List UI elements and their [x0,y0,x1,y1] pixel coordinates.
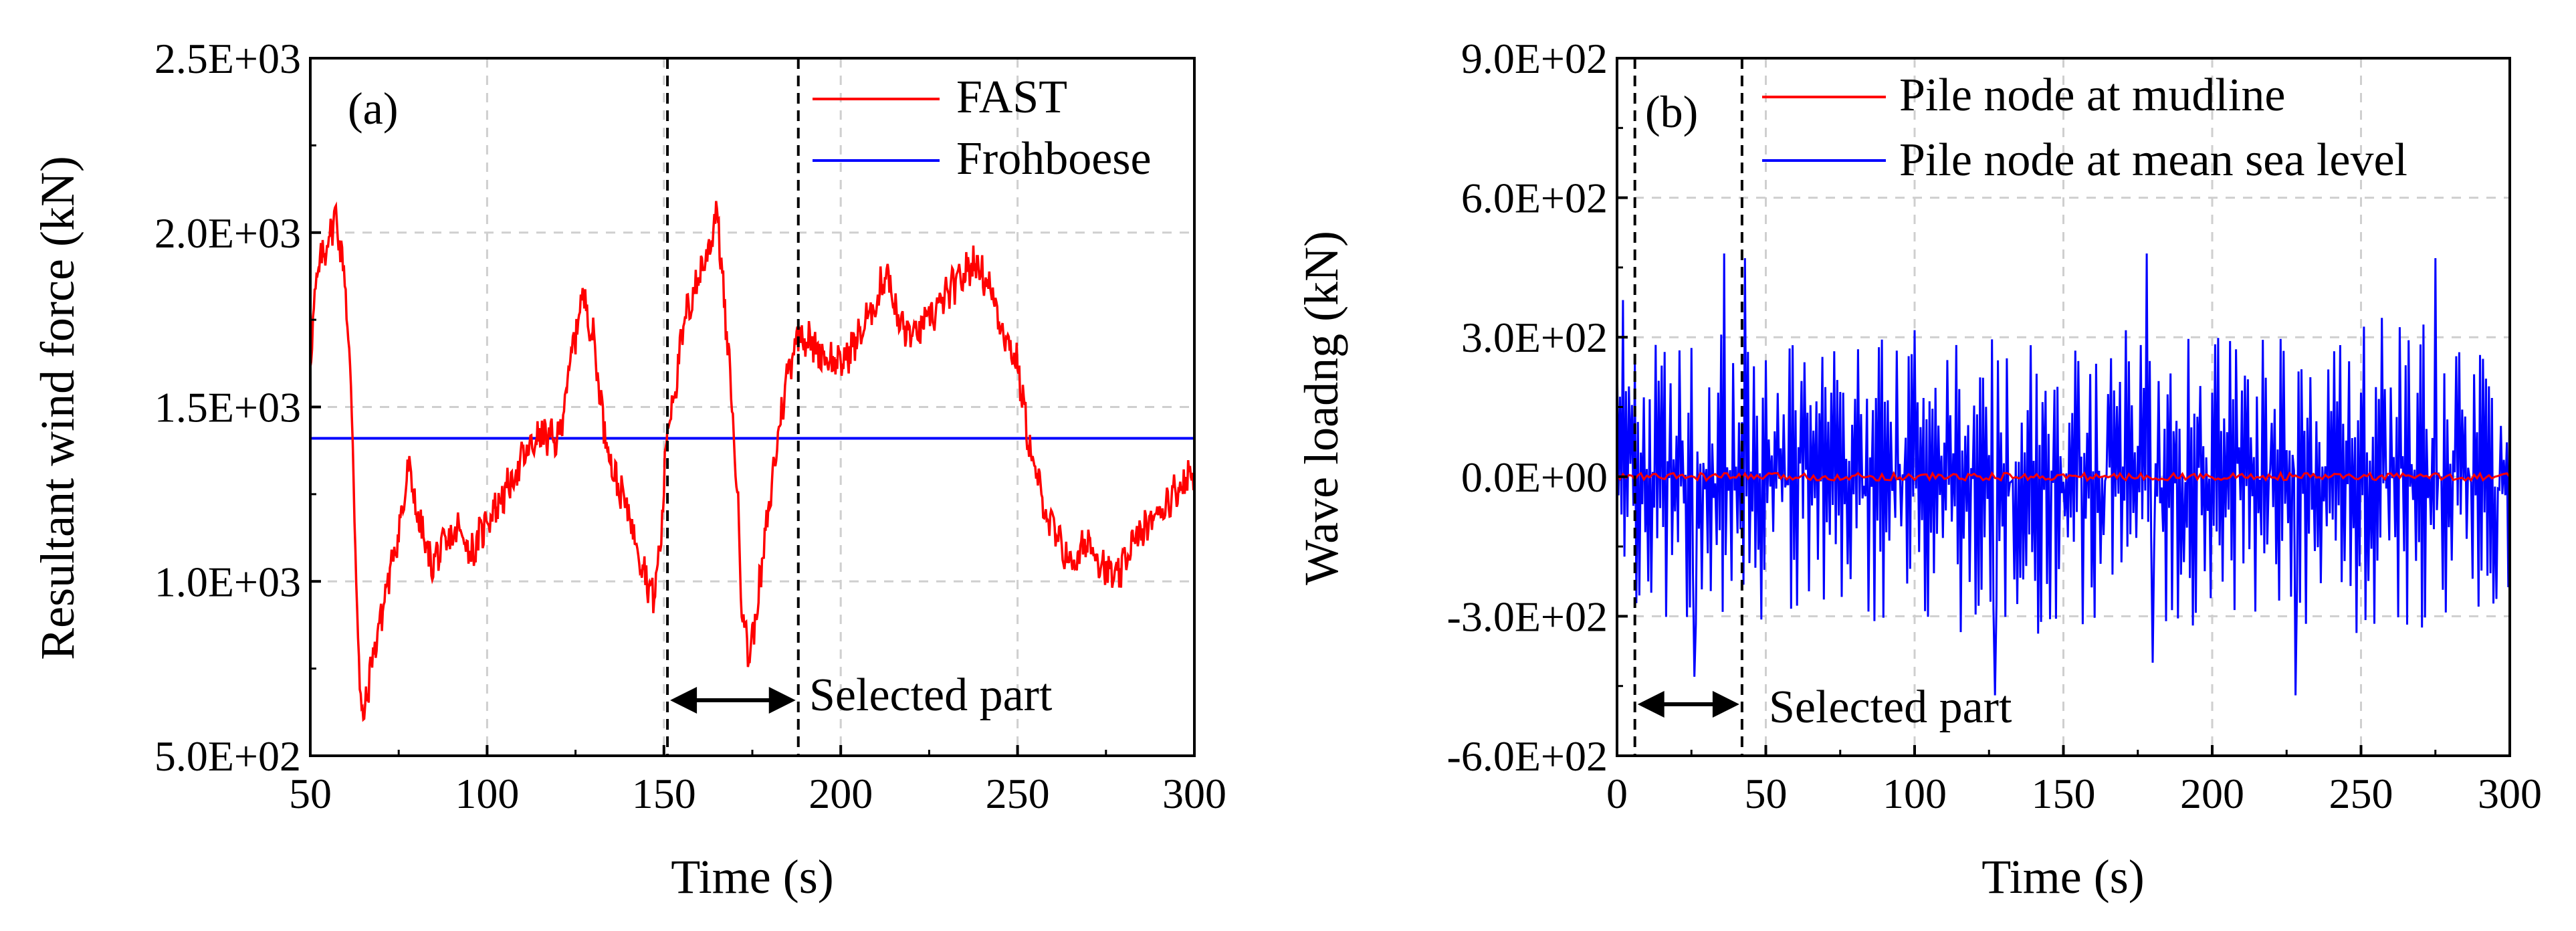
legend-label-frohboese: Frohboese [956,133,1152,185]
y-tick-label: 5.0E+02 [154,732,301,780]
y-axis-title-a: Resultant wind force (kN) [31,156,84,660]
y-tick-label: 2.0E+03 [154,209,301,257]
x-axis-a: 50 100 150 200 250 300 [289,745,1226,817]
y-tick-label: -6.0E+02 [1447,732,1608,780]
y-tick-label: 2.5E+03 [154,35,301,82]
y-tick-label: 9.0E+02 [1461,35,1608,82]
x-tick-label: 300 [1162,770,1226,817]
selected-part-arrow-a [670,687,796,714]
panel-label-a: (a) [348,83,398,134]
selected-part-label-b: Selected part [1769,682,2012,733]
legend-label-mudline: Pile node at mudline [1899,70,2285,121]
y-tick-label: 1.0E+03 [154,558,301,605]
y-tick-label: 6.0E+02 [1461,175,1608,222]
x-axis-b: 0 50 100 150 200 250 300 [1606,745,2542,817]
y-axis-title-b: Wave loadng (kN) [1295,231,1348,585]
y-tick-label: 0.0E+00 [1461,453,1608,501]
x-tick-label: 150 [2032,770,2096,817]
legend-label-mean-sea-level: Pile node at mean sea level [1899,134,2407,186]
x-tick-label: 200 [809,770,873,817]
x-tick-label: 300 [2478,770,2542,817]
series-mean-sea-level-line [1617,253,2510,696]
chart-panel-a: 50 100 150 200 250 300 5.0E+02 1.0E+03 1.5E+03 2… [31,35,1226,904]
x-tick-label: 250 [2329,770,2393,817]
series-fast-line [310,201,1194,722]
grid-a [310,58,1194,756]
y-axis-a: 5.0E+02 1.0E+03 1.5E+03 2.0E+03 2.5E+03 [154,35,321,780]
x-tick-label: 50 [289,770,332,817]
x-tick-label: 100 [1883,770,1947,817]
chart-panel-b: 0 50 100 150 200 250 300 -6.0E+02 -3.0E+02 0.0E+… [1295,35,2542,904]
selected-part-label-a: Selected part [809,669,1053,721]
y-tick-label: 1.5E+03 [154,384,301,431]
x-tick-label: 150 [632,770,696,817]
panel-label-b: (b) [1645,86,1698,137]
selected-part-arrow-b [1637,691,1739,718]
x-axis-title-b: Time (s) [1981,850,2144,904]
y-tick-label: -3.0E+02 [1447,593,1608,640]
x-tick-label: 250 [986,770,1050,817]
x-tick-label: 100 [455,770,519,817]
x-tick-label: 50 [1745,770,1788,817]
series-mudline-line [1617,470,2510,483]
y-tick-label: 3.0E+02 [1461,314,1608,361]
y-axis-b: -6.0E+02 -3.0E+02 0.0E+00 3.0E+02 6.0E+02 9.0… [1447,35,1628,780]
legend-label-fast: FAST [956,72,1067,123]
x-tick-label: 0 [1606,770,1628,817]
x-axis-title-a: Time (s) [671,850,833,904]
x-tick-label: 200 [2180,770,2244,817]
